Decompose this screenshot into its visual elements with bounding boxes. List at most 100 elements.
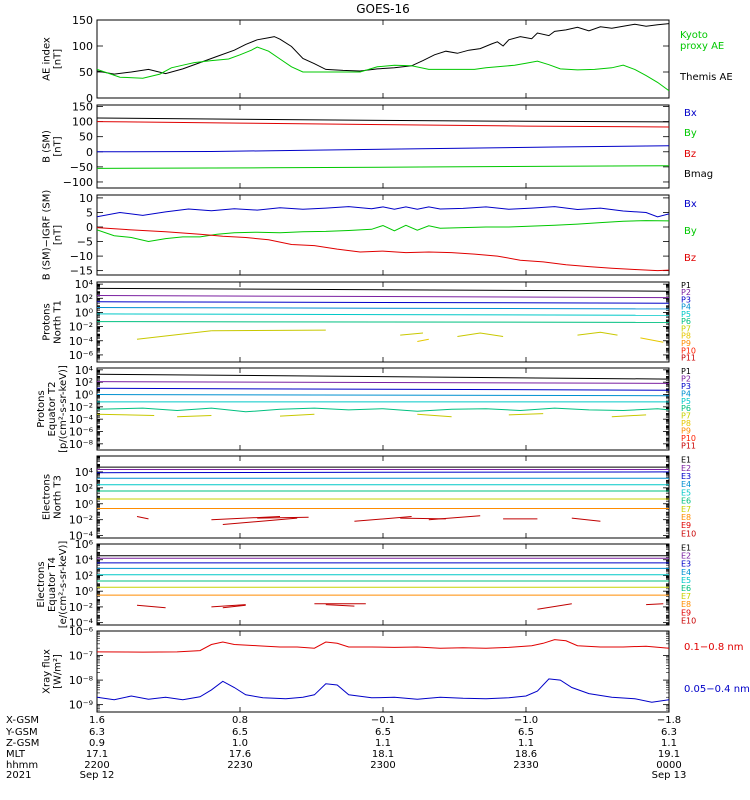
legend-entry: P4	[681, 303, 691, 312]
legend-entry: P3	[681, 295, 691, 304]
series-p1	[97, 287, 669, 292]
y-tick-label: 10²	[75, 482, 93, 495]
y-tick-label: −50	[70, 161, 93, 174]
data-segment	[537, 603, 572, 610]
legend-bigrf: Bx By Bz	[684, 199, 697, 264]
series-p4	[97, 307, 669, 310]
x-tick-label: 1.1	[375, 738, 391, 749]
series-bmag	[97, 117, 669, 123]
y-axis-label: [W/m²]	[53, 654, 64, 689]
data-segment	[611, 414, 647, 418]
y-tick-label: 10⁻²	[69, 321, 93, 334]
data-segment	[354, 516, 412, 522]
legend-entry: P3	[681, 382, 691, 391]
legend-entry: 0.05−0.4 nm	[684, 684, 750, 695]
y-tick-label: 50	[79, 66, 93, 79]
data-segment	[457, 332, 504, 337]
data-segment	[417, 413, 452, 418]
series-group	[97, 117, 669, 169]
series-group	[97, 555, 669, 610]
y-tick-label: 5	[86, 206, 93, 219]
y-tick-label: 10⁻⁴	[69, 530, 94, 543]
series-group	[97, 287, 669, 343]
y-tick-label: −5	[77, 236, 93, 249]
panel-xray: 10⁻⁶ 10⁻⁷ 10⁻⁸ 10⁻⁹ Xray flux [W/m²] 0.1−0.8 n…	[42, 625, 750, 713]
chart-title: GOES-16	[356, 2, 410, 16]
y-tick-label: 0	[86, 146, 93, 159]
y-tick-label: 0	[86, 92, 93, 105]
legend-entry: E1	[681, 456, 691, 465]
y-tick-label: 50	[79, 131, 93, 144]
panel-e1: 10⁴ 10² 10⁰ 10⁻² 10⁻⁴ Electrons North T3 E1E2E3…	[42, 455, 696, 543]
panel-bsm: −100 −50 0 50 100 150 B (SM) [nT] Bx By Bz Bmag	[42, 101, 714, 189]
data-segment	[211, 604, 246, 608]
y-axis-label: North T1	[53, 300, 64, 344]
legend-entry: E8	[681, 513, 691, 522]
data-segment	[400, 332, 424, 336]
x-row-label: 2021	[6, 770, 31, 781]
data-segment	[136, 330, 212, 340]
legend-entry: Bx	[684, 108, 697, 119]
x-tick-label: 18.6	[515, 749, 537, 760]
x-tick-label: 2300	[370, 760, 395, 771]
y-axis-label: Electrons	[42, 474, 53, 520]
y-axis-label: [nT]	[53, 136, 64, 156]
data-segment	[279, 413, 315, 417]
legend-entry: E5	[681, 488, 691, 497]
data-segment	[177, 415, 212, 418]
data-segment	[222, 604, 246, 609]
x-row-label: MLT	[6, 749, 26, 760]
x-tick-label: 6.5	[232, 727, 248, 738]
legend-entry: E1	[681, 543, 691, 552]
y-axis-label: Xray flux	[42, 649, 53, 694]
y-tick-label: 10⁻²	[69, 514, 93, 527]
x-tick-label: 0.9	[89, 738, 105, 749]
legend-entry: By	[684, 226, 697, 237]
x-tick-label: 17.1	[86, 749, 108, 760]
y-tick-label: 150	[72, 101, 93, 114]
y-tick-label: 10⁻⁷	[69, 650, 93, 663]
legend-entry: P2	[681, 288, 691, 297]
series-p4	[97, 394, 669, 397]
x-tick-label: 0.8	[232, 715, 248, 726]
series-p5	[97, 313, 669, 316]
y-tick-label: 10²	[75, 292, 93, 305]
y-axis-label: B (SM)	[42, 130, 53, 163]
legend-entry: P10	[681, 346, 696, 355]
legend-entry: P8	[681, 332, 691, 341]
legend-entry: Kyoto	[680, 30, 708, 41]
y-tick-label: 10⁻⁶	[69, 426, 94, 439]
legend-entry: P1	[681, 367, 691, 376]
x-tick-label: Sep 12	[80, 770, 115, 781]
legend-entry: E10	[681, 616, 696, 625]
y-tick-label: 10	[79, 192, 93, 205]
x-row-label: Y-GSM	[5, 727, 38, 738]
y-tick-label: 10⁻⁸	[69, 674, 94, 687]
data-segment	[136, 516, 149, 520]
panel-e2: 10⁶ 10⁴ 10² 10⁰ 10⁻² 10⁻⁴ Electrons Equator T4[…	[36, 538, 696, 630]
y-tick-label: 10⁻⁸	[69, 438, 94, 451]
x-row-label: Z-GSM	[6, 738, 39, 749]
legend-entry: By	[684, 128, 697, 139]
legend-entry: E7	[681, 505, 691, 514]
y-axis-label: [p/(cm²-s-sr-keV)]	[58, 365, 69, 453]
x-tick-label: 1.0	[232, 738, 248, 749]
legend-entry: proxy AE	[680, 41, 724, 52]
legend-entry: P2	[681, 374, 691, 383]
series-by	[97, 220, 669, 243]
series-group	[97, 466, 669, 525]
data-segment	[640, 337, 664, 343]
legend-entry: E5	[681, 576, 691, 585]
y-tick-label: 10⁰	[75, 585, 94, 598]
legend-entry: Bz	[684, 149, 696, 160]
data-segment	[325, 604, 355, 607]
data-segment	[97, 413, 155, 416]
data-segment	[571, 517, 601, 522]
data-segment	[222, 517, 298, 525]
y-axis-label: Equator T2	[47, 382, 58, 437]
x-tick-label: 6.3	[89, 727, 105, 738]
x-tick-label: −0.1	[371, 715, 395, 726]
